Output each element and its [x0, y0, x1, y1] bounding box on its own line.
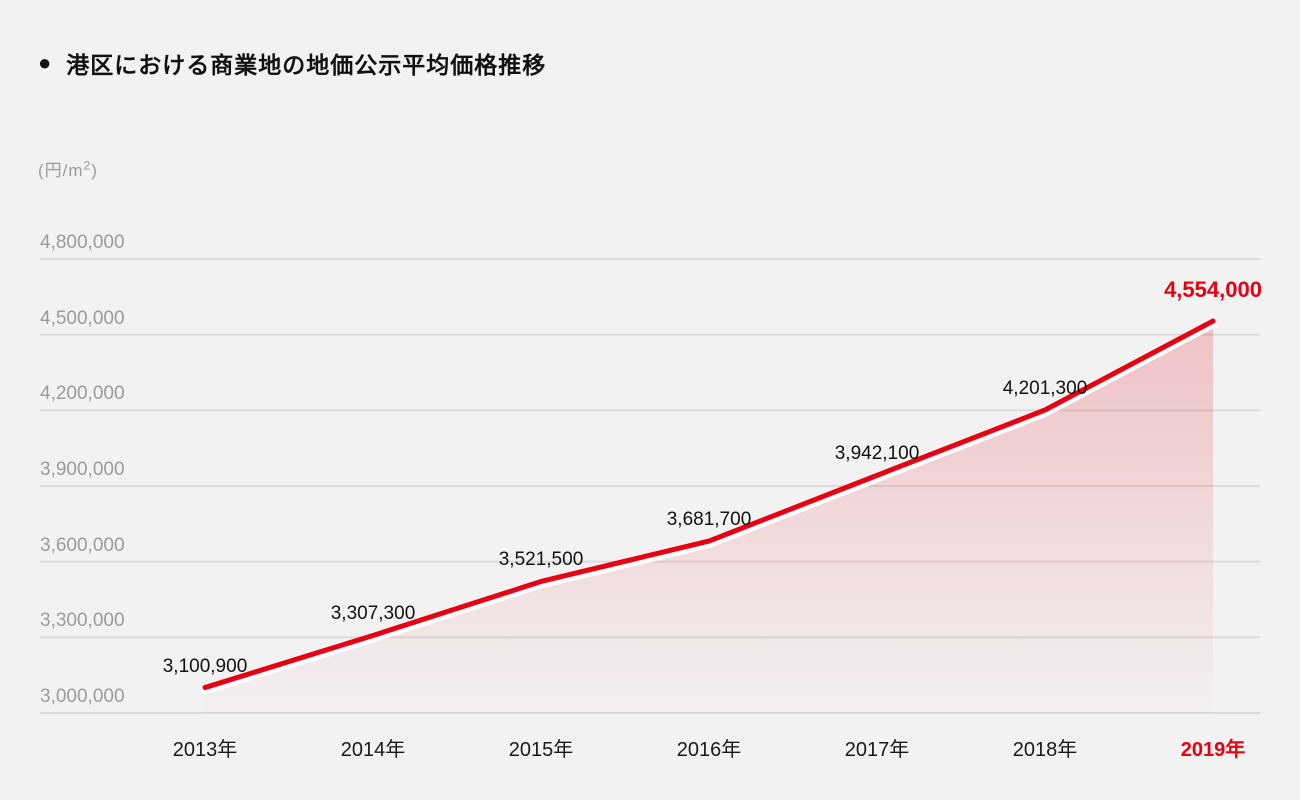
y-tick-label: 3,900,000 [40, 459, 125, 480]
data-point-label: 4,201,300 [1002, 378, 1088, 399]
unit-prefix: (円/m [38, 161, 84, 180]
y-tick-label: 3,300,000 [40, 610, 125, 632]
trend-line [202, 318, 1216, 691]
x-tick-label: 2017年 [844, 739, 910, 761]
data-point-label: 3,681,700 [666, 509, 752, 531]
x-tick-label: 2018年 [1012, 739, 1078, 761]
chart-title-text: 港区における商業地の地価公示平均価格推移 [66, 52, 547, 78]
y-tick-label: 4,500,000 [40, 307, 125, 329]
x-tick-label: 2014年 [340, 739, 406, 761]
unit-superscript: 2 [83, 158, 92, 173]
x-tick-label: 2019年 [1180, 739, 1246, 761]
x-tick-label: 2016年 [676, 739, 742, 761]
x-tick-label: 2015年 [508, 739, 574, 761]
data-point-label: 4,554,000 [1164, 277, 1262, 303]
data-point-label: 3,100,900 [162, 655, 248, 677]
y-tick-label: 4,800,000 [40, 232, 125, 253]
chart-title: ● 港区における商業地の地価公示平均価格推移 [38, 46, 546, 80]
data-point-label: 3,942,100 [834, 443, 920, 465]
y-axis-unit-label: (円/m2) [38, 156, 98, 181]
data-point-label: 3,521,500 [498, 549, 584, 571]
y-tick-label: 3,000,000 [40, 686, 125, 707]
y-tick-label: 3,600,000 [40, 534, 125, 556]
title-bullet-icon: ● [38, 50, 53, 75]
line-casing [201, 320, 1217, 695]
data-point-label: 3,307,300 [330, 603, 416, 625]
y-tick-label: 4,200,000 [40, 383, 125, 405]
unit-suffix: ) [91, 161, 98, 180]
x-tick-label: 2013年 [172, 739, 238, 761]
